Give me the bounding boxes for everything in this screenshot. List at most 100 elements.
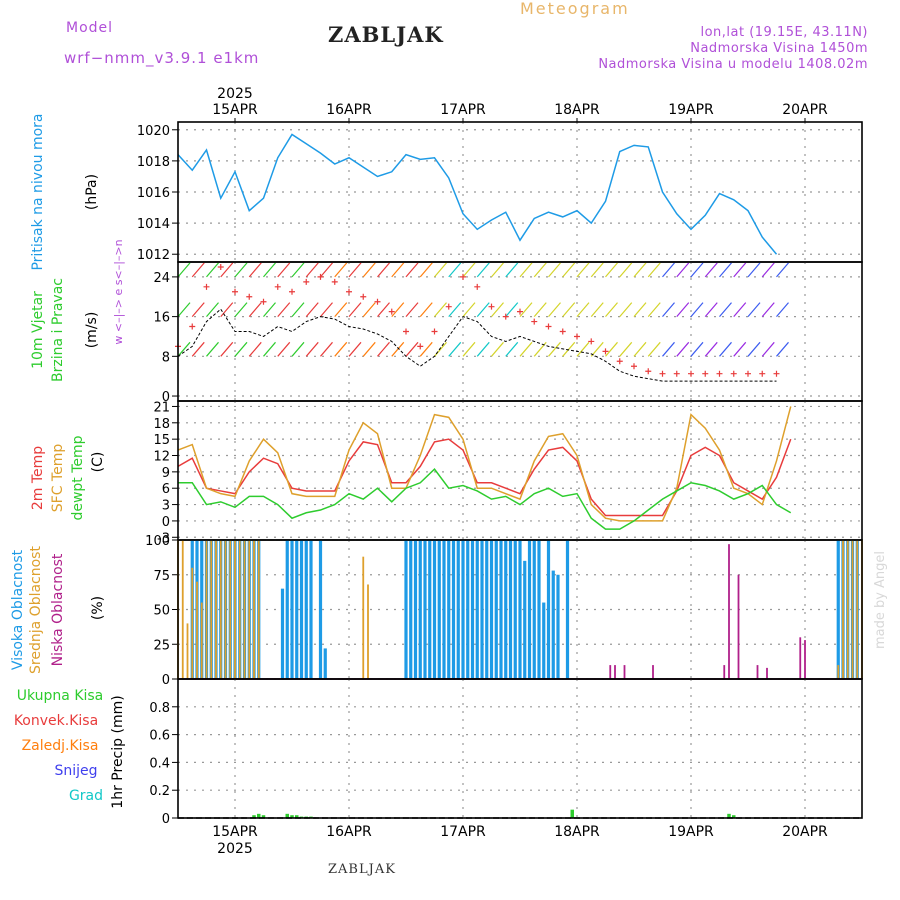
gust-point	[388, 308, 395, 315]
wind-barb	[234, 302, 248, 317]
y-tick-label: 1012	[137, 248, 170, 263]
wind-barb	[419, 341, 433, 357]
wind-barb	[348, 302, 362, 317]
time-tick-label-bottom: 16APR	[326, 824, 372, 840]
time-tick-label-top: 20APR	[782, 102, 828, 118]
wind-barb	[619, 341, 633, 357]
gust-point	[616, 358, 623, 365]
wind-barb	[533, 262, 547, 278]
pressure-axis-title: Pritisak na nivou mora	[30, 113, 46, 270]
wind-barb	[505, 302, 519, 317]
wind-barb	[277, 302, 291, 317]
time-tick-label-top: 19APR	[668, 102, 714, 118]
y-tick-label: 1020	[137, 124, 170, 139]
wind-barb	[191, 302, 205, 317]
bar-niska-oblacnost	[728, 544, 730, 679]
wind-barb	[263, 302, 276, 317]
wind-barb	[434, 302, 447, 317]
bar-srednja-oblacnost	[238, 540, 241, 679]
bar-srednja-oblacnost	[846, 540, 849, 679]
footer-station-title: ZABLJAK	[328, 862, 396, 877]
wind-barb	[676, 262, 690, 278]
gust-point	[574, 333, 580, 340]
wind-barb	[476, 302, 490, 317]
wind-barb	[548, 302, 561, 317]
y-tick-label: 3	[162, 499, 170, 514]
gust-point	[474, 283, 481, 290]
wind-barb	[291, 341, 305, 357]
bar-niska-oblacnost	[766, 667, 768, 679]
wind-barb	[320, 341, 333, 357]
precip-legend-snijeg: Snijeg	[54, 763, 97, 779]
bar-srednja-oblacnost	[253, 540, 255, 679]
bar-srednja-oblacnost	[215, 540, 217, 679]
bar-srednja-oblacnost	[224, 540, 227, 679]
wind-barb	[263, 262, 276, 278]
station-title: ZABLJAK	[328, 22, 444, 47]
bar-ukupna-kisa	[732, 815, 736, 818]
precip-unit: 1hr Precip (mm)	[110, 695, 126, 808]
wind-barb	[548, 341, 561, 357]
y-tick-label: 25	[153, 638, 170, 653]
wind-barb	[747, 262, 761, 278]
gust-point	[745, 370, 751, 377]
bar-visoka-oblacnost	[285, 540, 289, 679]
y-tick-label: 1016	[137, 186, 170, 201]
y-tick-label: 75	[153, 569, 170, 584]
wind-barb	[234, 262, 248, 278]
bar-ukupna-kisa	[257, 813, 261, 818]
bar-visoka-oblacnost	[461, 540, 465, 679]
bar-ukupna-kisa	[727, 813, 731, 818]
wind-barb	[191, 262, 205, 278]
cloud-mid-axis-title: Srednja Oblacnost	[28, 546, 44, 674]
bar-visoka-oblacnost	[542, 602, 546, 679]
model-label: Model	[66, 20, 114, 36]
time-tick-label-top: 17APR	[440, 102, 486, 118]
wind-barb	[590, 302, 604, 317]
bar-visoka-oblacnost	[323, 648, 327, 679]
gust-point	[730, 370, 737, 377]
bar-srednja-oblacnost	[851, 540, 854, 679]
gust-point	[659, 370, 666, 377]
gust-point	[673, 370, 680, 377]
bar-visoka-oblacnost	[418, 540, 422, 679]
gust-point	[403, 328, 409, 335]
wind-barb	[320, 302, 333, 317]
wind-barb	[334, 262, 348, 278]
watermark: made by Angel	[873, 551, 888, 649]
y-tick-label: 18	[153, 417, 170, 432]
bar-srednja-oblacnost	[362, 556, 365, 679]
bar-ukupna-kisa	[252, 815, 256, 818]
bar-visoka-oblacnost	[456, 540, 460, 679]
wind-barb	[362, 341, 376, 357]
y-tick-label: 24	[153, 271, 170, 286]
wind-barb	[419, 302, 433, 317]
gust-point	[189, 323, 196, 330]
gust-point	[303, 278, 310, 285]
wind-barb	[277, 262, 291, 278]
wind-barb	[576, 262, 590, 278]
wind-barb	[690, 341, 704, 357]
wind-barb	[505, 341, 519, 357]
wind-barb	[776, 262, 789, 278]
y-tick-label: 6	[162, 482, 170, 497]
model-name: wrf−nmm_v3.9.1 e1km	[64, 49, 260, 67]
gust-point	[246, 293, 253, 300]
gust-point	[588, 338, 595, 345]
wind-barb	[747, 341, 761, 357]
gust-point	[688, 370, 694, 377]
gust-point	[203, 283, 210, 290]
wind-barb	[177, 302, 191, 317]
wind-barb	[206, 341, 219, 357]
bar-visoka-oblacnost	[518, 540, 522, 679]
y-tick-label: 0.4	[149, 756, 170, 771]
cloud-low-axis-title: Niska Oblacnost	[50, 553, 66, 666]
wind-barb	[676, 341, 690, 357]
wind-barb	[647, 302, 661, 317]
wind-barb	[491, 302, 504, 317]
wind-barb	[405, 341, 419, 357]
wind-barb	[220, 302, 234, 317]
wind-barb	[590, 341, 604, 357]
wind-barb	[662, 341, 675, 357]
